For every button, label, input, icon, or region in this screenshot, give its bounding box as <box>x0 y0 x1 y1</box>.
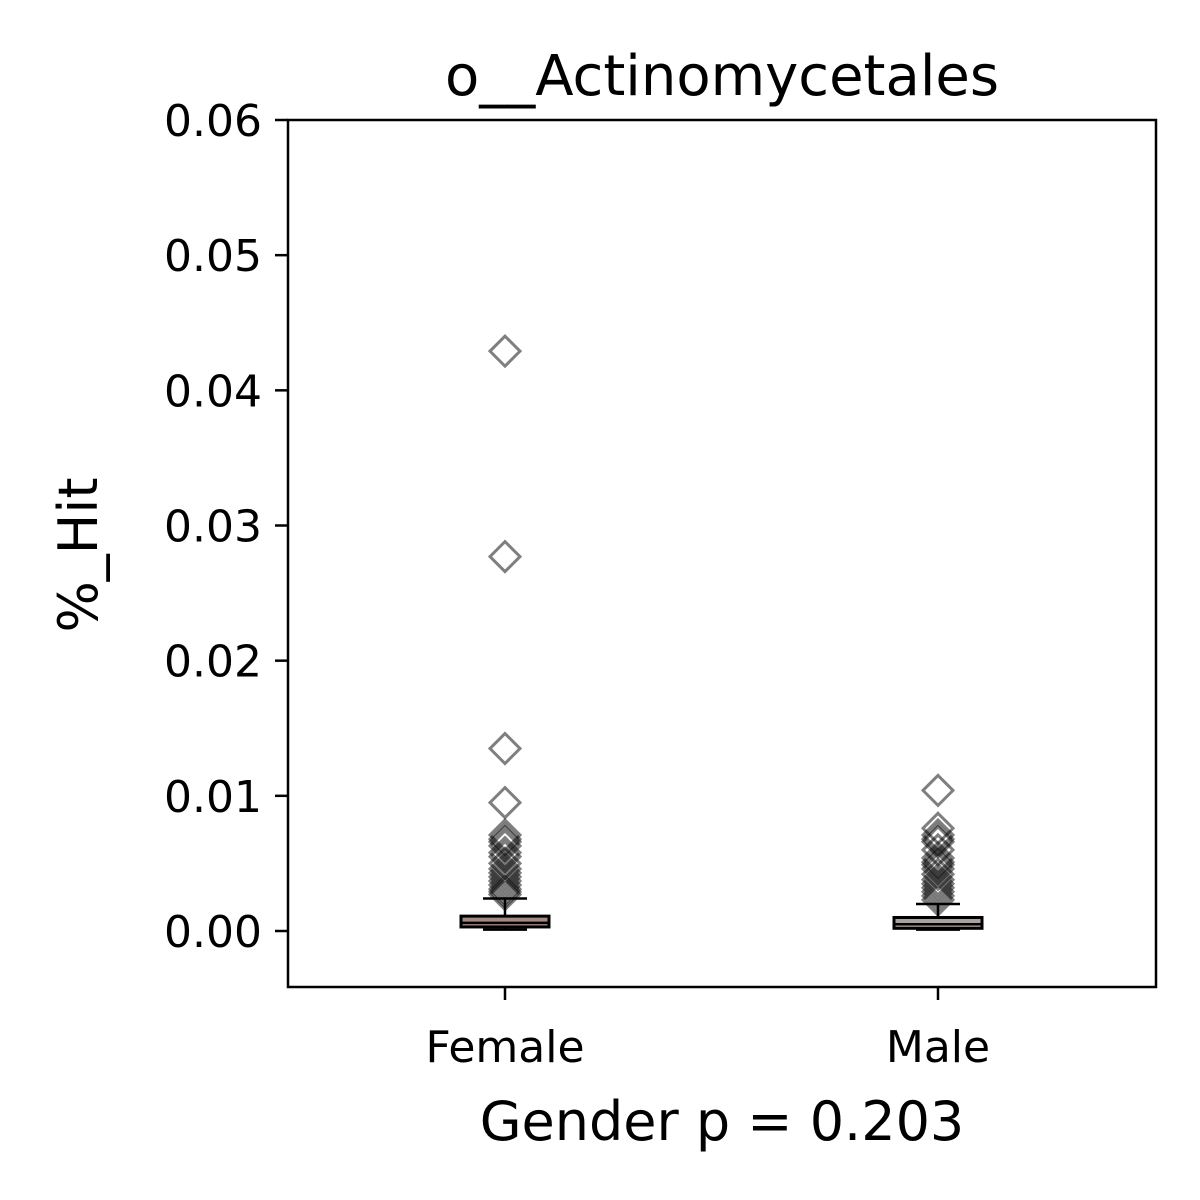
box-iqr <box>459 914 551 929</box>
outlier-point <box>487 539 523 574</box>
x-axis-title: Gender p = 0.203 <box>480 1090 965 1153</box>
outlier-point <box>487 851 523 886</box>
outlier-point <box>920 870 956 905</box>
y-axis: 0.00 0.01 0.02 0.03 0.04 0.05 0.06 <box>164 96 288 958</box>
y-tick-label: 0.06 <box>164 96 262 147</box>
outlier-point <box>487 874 523 909</box>
x-axis: Female Male <box>425 987 990 1073</box>
plot-frame <box>286 118 1158 989</box>
outlier-point <box>487 855 523 890</box>
outlier-point <box>920 773 956 808</box>
outlier-point <box>920 866 956 901</box>
outlier-point <box>920 857 956 892</box>
outlier-point <box>487 785 523 820</box>
x-tick-label: Male <box>886 1022 990 1073</box>
outlier-point <box>487 863 523 899</box>
x-tick-label: Female <box>425 1022 584 1073</box>
y-tick-label: 0.00 <box>164 907 262 958</box>
y-tick-label: 0.02 <box>164 637 262 688</box>
outlier-point <box>920 862 956 897</box>
outlier-point <box>920 874 956 909</box>
outlier-point <box>487 877 523 912</box>
box-group-male <box>892 773 984 931</box>
outlier-point <box>487 859 523 895</box>
outlier-point <box>920 878 956 913</box>
outlier-point <box>487 334 523 369</box>
y-tick-label: 0.01 <box>164 772 262 823</box>
plot-area <box>459 334 984 931</box>
outlier-point <box>920 824 956 859</box>
y-tick-label: 0.03 <box>164 502 262 553</box>
box-iqr <box>892 915 984 930</box>
outlier-point <box>487 871 523 907</box>
outlier-point <box>487 731 523 766</box>
box-group-female <box>459 334 551 931</box>
y-tick-label: 0.05 <box>164 231 262 282</box>
chart-title: o__Actinomycetales <box>445 44 999 109</box>
outlier-point <box>920 882 956 918</box>
y-axis-title: %_Hit <box>47 477 110 632</box>
y-tick-label: 0.04 <box>164 366 262 417</box>
outlier-point <box>487 867 523 903</box>
